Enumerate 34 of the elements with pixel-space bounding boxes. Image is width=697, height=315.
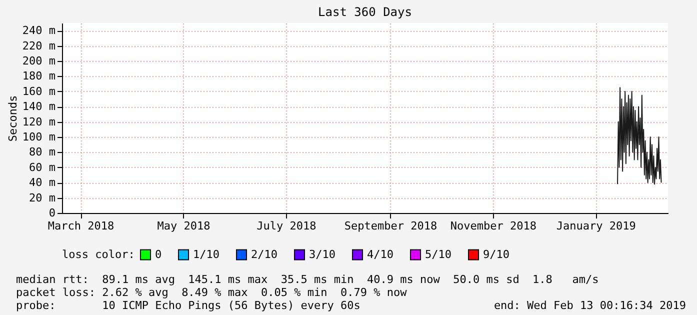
y-tick-label: 120 m — [22, 115, 56, 128]
text: median rtt: 89.1 ms avg 145.1 ms max 35.5 ms min 40.9 ms now 50.0 ms sd 1.8 am/s — [16, 273, 600, 286]
y-axis-title: Seconds — [6, 95, 20, 142]
legend-title: loss color: — [62, 248, 135, 261]
x-tick-label: November 2018 — [450, 220, 536, 232]
y-tick-label: 60 m — [29, 160, 56, 174]
line-series — [617, 87, 662, 185]
legend-label: 2/10 — [251, 248, 278, 261]
text: probe: 10 ICMP Echo Pings (56 Bytes) every 60s — [16, 299, 360, 312]
legend-label: 1/10 — [193, 248, 220, 261]
y-tick-label: 140 m — [22, 100, 56, 114]
legend-label: 9/10 — [483, 248, 510, 261]
x-tick-label: July 2018 — [256, 220, 316, 232]
y-tick-label: 200 m — [22, 54, 56, 68]
legend-label: 0 — [155, 248, 162, 261]
legend-label: 3/10 — [309, 248, 336, 261]
y-tick-label: 160 m — [22, 84, 56, 98]
x-tick-label: January 2019 — [556, 220, 636, 232]
y-tick-label: 0 — [48, 206, 56, 220]
text: end: Wed Feb 13 00:16:34 2019 — [494, 299, 686, 312]
legend-label: 4/10 — [367, 248, 394, 261]
y-tick-label: 80 m — [29, 146, 56, 159]
x-tick-label: May 2018 — [157, 220, 210, 232]
y-tick-label: 20 m — [29, 191, 56, 204]
x-tick-label: March 2018 — [48, 220, 114, 232]
y-tick-label: 180 m — [22, 70, 56, 83]
x-tick-label: September 2018 — [344, 220, 438, 232]
y-tick-label: 240 m — [22, 24, 56, 38]
y-tick-label: 100 m — [22, 130, 56, 144]
legend-label: 5/10 — [425, 248, 452, 261]
chart-title: Last 360 Days — [318, 5, 412, 19]
y-tick-label: 40 m — [29, 176, 56, 190]
y-tick-label: 220 m — [22, 39, 56, 52]
text: packet loss: 2.62 % avg 8.49 % max 0.05 % min 0.79 % now — [16, 286, 408, 299]
